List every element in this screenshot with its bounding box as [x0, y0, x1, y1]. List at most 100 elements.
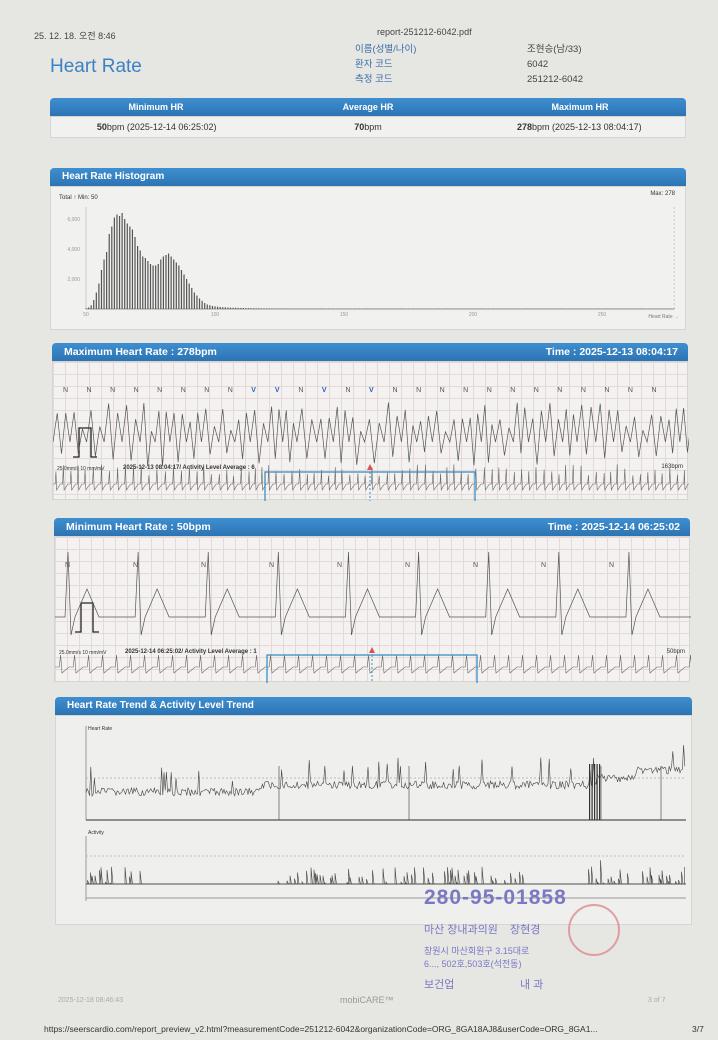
max-hr-header: Maximum HR	[551, 102, 609, 112]
page-title: Heart Rate	[50, 56, 142, 77]
histogram-bar	[204, 303, 206, 309]
min-strip-caption: 2025-12-14 06:25:02/ Activity Level Aver…	[125, 649, 257, 655]
histogram-bar	[260, 308, 263, 309]
histogram-bar	[175, 262, 177, 309]
histogram-bar	[255, 308, 257, 309]
beat-label: N	[651, 387, 656, 394]
histogram-bar	[328, 308, 330, 309]
stamp-address-2: 6..., 502호,503호(석전동)	[424, 959, 522, 969]
histogram-bar	[635, 308, 637, 309]
browser-page: 3/7	[692, 1024, 704, 1034]
histogram-bar	[408, 308, 409, 309]
max-strip-title: Maximum Heart Rate : 278bpm	[64, 346, 217, 358]
histogram-bar	[591, 308, 593, 309]
histogram-min-label: Total ↑ Min: 50	[59, 195, 98, 201]
beat-label: N	[63, 387, 68, 394]
min-hr-value: 50bpm (2025-12-14 06:25:02)	[51, 117, 262, 138]
histogram-bar	[121, 213, 123, 309]
histogram-bar	[493, 308, 495, 309]
beat-label: N	[463, 387, 468, 394]
histogram-bar	[134, 237, 136, 309]
histogram-bar	[480, 308, 482, 309]
stamp-business: 보건업	[424, 979, 455, 991]
histogram-bar	[144, 258, 146, 309]
histogram-bar	[126, 223, 128, 309]
histogram-bar	[542, 308, 544, 309]
avg-hr-number: 70	[354, 122, 365, 132]
histogram-bar	[557, 308, 559, 309]
min-hr-header: Minimum HR	[128, 102, 184, 112]
histogram-bar	[253, 308, 255, 309]
histogram-bar	[348, 308, 350, 309]
histogram-bar	[322, 308, 324, 309]
histogram-bar	[673, 308, 675, 309]
histogram-bar	[485, 308, 487, 309]
histogram-bar	[611, 308, 613, 309]
histogram-bar	[371, 308, 373, 309]
histogram-bar	[307, 308, 309, 309]
histogram-bar	[297, 308, 299, 309]
histogram-bar	[400, 308, 402, 309]
beat-label: V	[251, 387, 256, 394]
histogram-bar	[358, 308, 360, 309]
beat-label: N	[157, 387, 162, 394]
histogram-bar	[449, 308, 451, 309]
beat-label: N	[604, 387, 609, 394]
histogram-bar	[232, 307, 234, 309]
histogram-bar	[103, 259, 105, 309]
histogram-chart: 2,000 4,000 6,000 50 100 150 200 250 Heart Rate …	[67, 207, 679, 320]
patient-values: 조현승(남/33) 6042 251212-6042	[527, 42, 583, 87]
min-strip-header: Minimum Heart Rate : 50bpm Time : 2025-1…	[54, 518, 690, 536]
beat-label: N	[581, 387, 586, 394]
histogram-bar	[547, 308, 549, 309]
min-strip-rate: 50bpm	[666, 649, 685, 655]
beat-label: N	[87, 387, 92, 394]
histogram-bar	[343, 308, 345, 309]
histogram-bar	[361, 308, 363, 309]
histogram-bar	[201, 300, 203, 309]
histogram-bar	[575, 308, 577, 309]
trend-chart	[85, 726, 686, 901]
histogram-bar	[472, 308, 474, 309]
histogram-bar	[433, 308, 435, 309]
histogram-bar	[397, 308, 399, 309]
histogram-bar	[511, 308, 513, 309]
histogram-bar	[482, 308, 484, 309]
beat-label: N	[541, 562, 546, 569]
min-ecg-strip: 25.0mm/s 10 mm/mV 2025-12-14 06:25:02/ A…	[54, 536, 691, 683]
histogram-bar	[302, 308, 304, 309]
histogram-bar	[227, 307, 229, 309]
histogram-bar	[616, 308, 618, 309]
histogram-bar	[619, 308, 621, 309]
histogram-bar	[622, 308, 624, 309]
min-hr-time: (2025-12-14 06:25:02)	[124, 122, 217, 132]
histogram-bar	[124, 219, 126, 309]
max-strip-header: Maximum Heart Rate : 278bpm Time : 2025-…	[52, 343, 688, 361]
histogram-bar	[222, 307, 224, 309]
beat-label: N	[201, 562, 206, 569]
max-strip-caption: 2025-12-13 08:04:17/ Activity Level Aver…	[123, 465, 255, 471]
histogram-bar	[467, 308, 469, 309]
histogram-bar	[544, 308, 546, 309]
histogram-bar	[503, 308, 505, 309]
histogram-bar	[464, 308, 466, 309]
histogram-bar	[147, 261, 149, 309]
histogram-bar	[325, 308, 327, 309]
histogram-bar	[165, 255, 167, 309]
max-strip-time: Time : 2025-12-13 08:04:17	[545, 346, 678, 358]
histogram-bar	[266, 308, 268, 309]
histogram-bar	[235, 307, 237, 309]
histogram-bar	[431, 308, 433, 309]
histogram-bar	[562, 308, 564, 309]
histogram-bar	[242, 308, 244, 309]
trend-title: Heart Rate Trend & Activity Level Trend	[55, 697, 692, 715]
histogram-bar	[263, 308, 265, 309]
histogram-bar	[335, 308, 337, 309]
histogram-bar	[506, 308, 508, 309]
histogram-bar	[457, 308, 459, 309]
histogram-bar	[209, 305, 211, 309]
max-hr-time: (2025-12-13 08:04:17)	[549, 122, 642, 132]
beat-label: N	[440, 387, 445, 394]
histogram-bar	[364, 308, 366, 309]
histogram-bar	[379, 308, 381, 309]
